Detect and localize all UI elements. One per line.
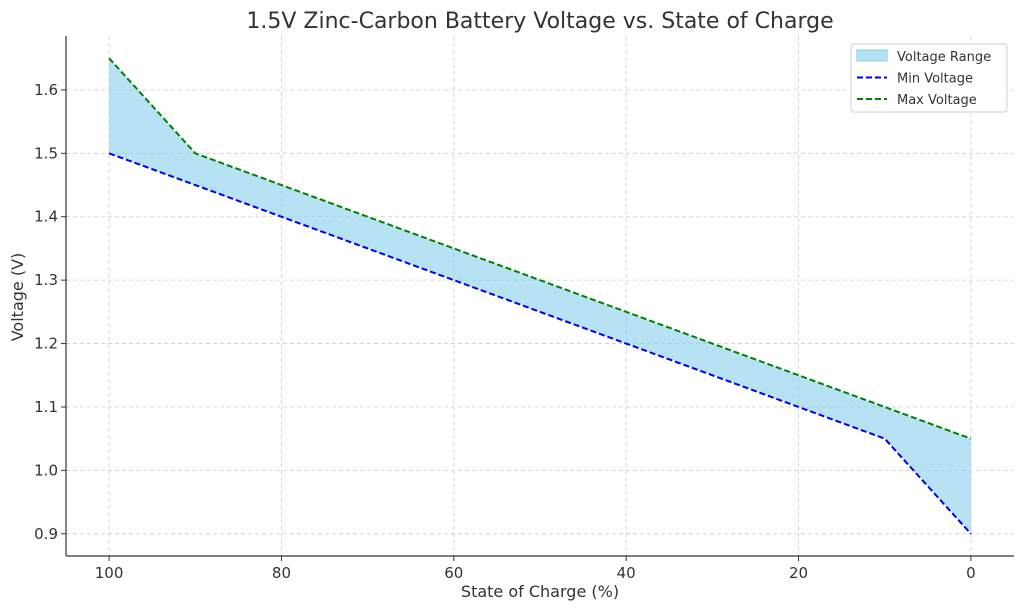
- x-tick-label: 100: [95, 564, 124, 582]
- x-axis-label: State of Charge (%): [461, 582, 619, 601]
- x-tick-label: 0: [966, 564, 976, 582]
- plot-area: [108, 57, 972, 535]
- legend-box: [850, 43, 1008, 113]
- x-tick-label: 60: [444, 564, 463, 582]
- legend-label: Max Voltage: [897, 93, 977, 108]
- y-tick-label: 1.0: [34, 461, 58, 479]
- chart-title: 1.5V Zinc-Carbon Battery Voltage vs. Sta…: [246, 9, 833, 34]
- y-axis-label: Voltage (V): [8, 253, 27, 342]
- x-tick-label: 40: [617, 564, 636, 582]
- y-tick-label: 0.9: [34, 525, 58, 543]
- min-voltage-line: [108, 152, 972, 535]
- axes: 100 80 60 40 20 0 0.9 1.0 1.1 1.2 1.3 1.4 1.5 1.6: [34, 36, 1014, 582]
- x-tick-label: 20: [789, 564, 808, 582]
- x-tick-label: 80: [272, 564, 291, 582]
- legend-label: Voltage Range: [897, 50, 991, 65]
- y-tick-label: 1.5: [34, 144, 58, 162]
- y-tick-label: 1.6: [34, 81, 58, 99]
- y-tick-label: 1.1: [34, 398, 58, 416]
- legend: Voltage Range Min Voltage Max Voltage: [850, 43, 1008, 113]
- legend-swatch-voltage-range: [856, 49, 888, 62]
- voltage-range-area: [109, 58, 971, 534]
- y-tick-label: 1.3: [34, 271, 58, 289]
- max-voltage-line: [108, 57, 972, 440]
- y-tick-label: 1.4: [34, 208, 58, 226]
- grid: [66, 36, 1014, 556]
- legend-label: Min Voltage: [897, 72, 973, 87]
- y-tick-label: 1.2: [34, 335, 58, 353]
